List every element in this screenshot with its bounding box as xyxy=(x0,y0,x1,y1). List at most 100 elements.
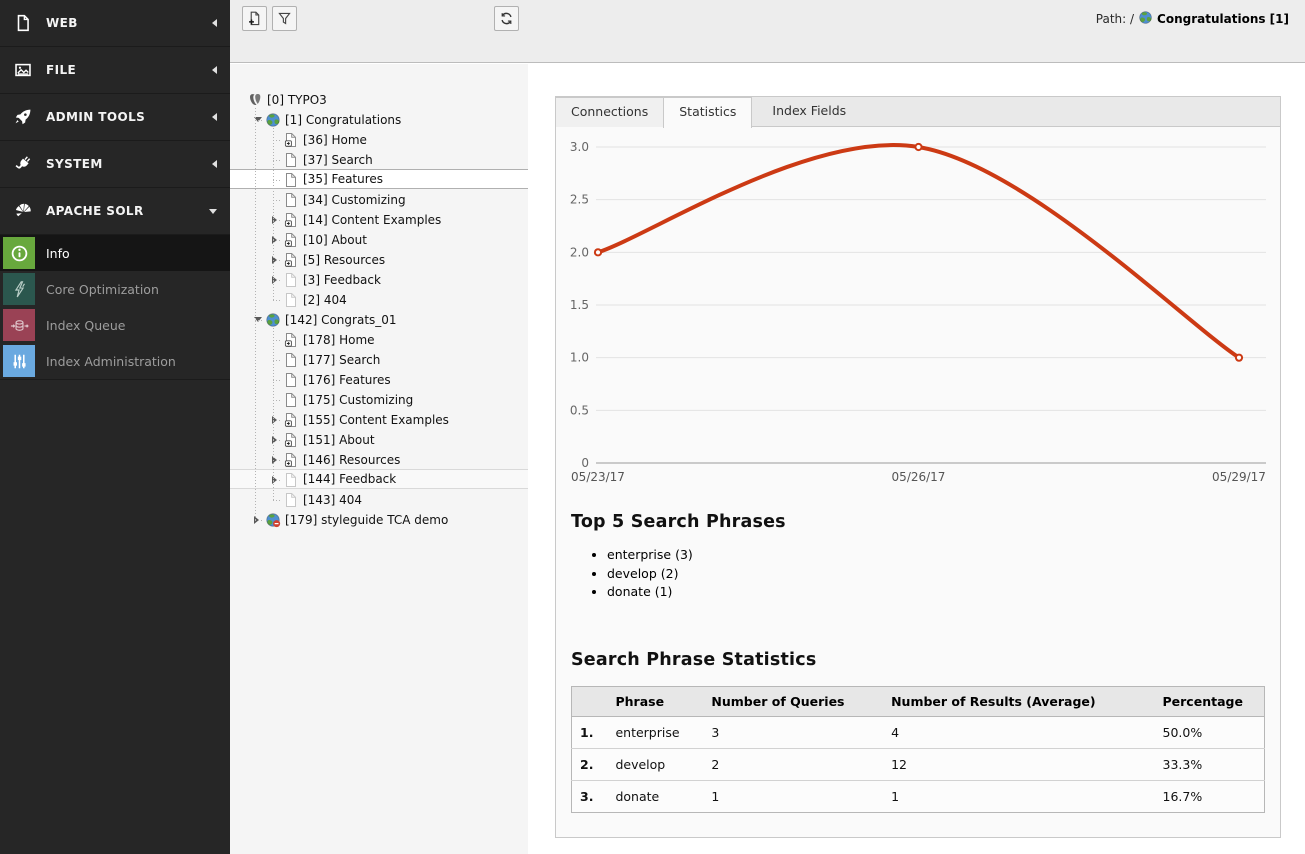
tree-node[interactable]: [175] Customizing xyxy=(230,390,528,410)
tree-node[interactable]: [142] Congrats_01 xyxy=(230,310,528,330)
tree-line xyxy=(273,360,281,361)
index-administration-module-icon xyxy=(3,345,35,377)
shortcut-icon xyxy=(283,252,299,268)
svg-text:1.5: 1.5 xyxy=(570,298,589,312)
module-label: FILE xyxy=(46,63,77,77)
content-area: Connections Statistics Index Fields 0 0.5 1.… xyxy=(528,64,1305,854)
cell-rank: 3. xyxy=(571,780,608,813)
new-page-icon xyxy=(247,11,262,26)
submodule-index-administration[interactable]: Index Administration xyxy=(0,343,230,379)
cell-results: 12 xyxy=(883,748,1155,781)
collapse-toggle-icon[interactable] xyxy=(254,317,262,322)
phrase-list-item: develop (2) xyxy=(607,565,693,584)
tree-node[interactable]: [35] Features xyxy=(230,169,528,189)
module-admin-tools[interactable]: ADMIN TOOLS xyxy=(0,94,230,141)
cell-results: 4 xyxy=(891,725,900,740)
tree-node[interactable]: [178] Home xyxy=(230,330,528,350)
filter-icon xyxy=(277,11,292,26)
tree-line xyxy=(273,140,281,141)
cell-queries: 1 xyxy=(703,780,884,813)
filter-button[interactable] xyxy=(272,6,297,31)
tree-node[interactable]: [1] Congratulations xyxy=(230,110,528,130)
tree-node[interactable]: [144] Feedback xyxy=(230,469,528,489)
tree-line xyxy=(273,220,281,221)
sliders-icon xyxy=(10,352,29,371)
tree-node[interactable]: [176] Features xyxy=(230,370,528,390)
module-web[interactable]: WEB xyxy=(0,0,230,47)
column-header: Number of Results (Average) xyxy=(883,686,1155,717)
tree-node[interactable]: [151] About xyxy=(230,430,528,450)
tree-line xyxy=(273,240,281,241)
refresh-button[interactable] xyxy=(494,6,519,31)
svg-text:0.5: 0.5 xyxy=(570,403,589,417)
tree-line xyxy=(273,128,274,300)
tree-line xyxy=(255,520,263,521)
tree-node[interactable]: [37] Search xyxy=(230,150,528,170)
tree-node[interactable]: [14] Content Examples xyxy=(230,210,528,230)
page-dim-icon xyxy=(283,492,299,508)
svg-text:2.0: 2.0 xyxy=(570,245,589,259)
tree-node[interactable]: [179] styleguide TCA demo xyxy=(230,510,528,530)
tree-line xyxy=(273,180,281,181)
svg-text:2.5: 2.5 xyxy=(570,193,589,207)
top-phrases-title: Top 5 Search Phrases xyxy=(571,512,786,532)
queue-icon xyxy=(10,316,29,335)
tab-statistics[interactable]: Statistics xyxy=(663,97,753,128)
module-label: WEB xyxy=(46,16,78,30)
top-phrases-list: enterprise (3)develop (2)donate (1) xyxy=(571,546,693,602)
submodule-label: Core Optimization xyxy=(46,281,159,297)
site-icon xyxy=(265,312,281,328)
tree-node[interactable]: [143] 404 xyxy=(230,490,528,510)
submodule-index-queue[interactable]: Index Queue xyxy=(0,307,230,343)
tree-node[interactable]: [34] Customizing xyxy=(230,190,528,210)
tree-node-label: [177] Search xyxy=(303,353,381,367)
submodule-label: Index Queue xyxy=(46,317,126,333)
tree-node[interactable]: [36] Home xyxy=(230,130,528,150)
cell-rank: 1. xyxy=(580,725,594,740)
submodule-info[interactable]: Info xyxy=(0,235,230,271)
tree-node[interactable]: [177] Search xyxy=(230,350,528,370)
phrase-stats-title: Search Phrase Statistics xyxy=(571,650,817,670)
tree-line xyxy=(273,300,281,301)
module-file[interactable]: FILE xyxy=(0,47,230,94)
module-label: SYSTEM xyxy=(46,157,103,171)
page-dim-icon xyxy=(283,472,299,488)
page-dim-icon xyxy=(283,292,299,308)
cell-queries: 3 xyxy=(711,725,720,740)
tab-index-fields[interactable]: Index Fields xyxy=(772,103,847,118)
svg-text:05/26/17: 05/26/17 xyxy=(892,470,946,484)
tree-node-label: [144] Feedback xyxy=(303,472,397,486)
column-header: Phrase xyxy=(607,686,704,717)
column-header: Percentage xyxy=(1154,686,1265,717)
svg-text:0: 0 xyxy=(581,456,589,470)
doc-icon xyxy=(14,14,32,32)
tree-node-label: [1] Congratulations xyxy=(285,113,402,127)
site-hidden-icon xyxy=(265,512,281,528)
collapse-toggle-icon[interactable] xyxy=(254,117,262,122)
tree-node[interactable]: [155] Content Examples xyxy=(230,410,528,430)
chevron-left-icon xyxy=(212,113,217,121)
tab-connections[interactable]: Connections xyxy=(556,97,665,127)
column-header: Number of Queries xyxy=(703,686,884,717)
module-apache-solr[interactable]: APACHE SOLR xyxy=(0,188,230,235)
tree-node[interactable]: [0] TYPO3 xyxy=(230,90,528,110)
module-label: ADMIN TOOLS xyxy=(46,110,146,124)
tree-node-label: [14] Content Examples xyxy=(303,213,442,227)
tree-node-label: [0] TYPO3 xyxy=(267,93,327,107)
submodule-group: Info Core Optimization Index Queue Index Ad… xyxy=(0,235,230,380)
page-icon xyxy=(283,172,299,188)
submodule-core-optimization[interactable]: Core Optimization xyxy=(0,271,230,307)
page-dim-icon xyxy=(283,272,299,288)
cell-results: 1 xyxy=(883,780,1155,813)
tree-node[interactable]: [2] 404 xyxy=(230,290,528,310)
tree-line xyxy=(273,480,281,481)
cell-rank: 2. xyxy=(571,748,608,781)
new-page-button[interactable] xyxy=(242,6,267,31)
tree-line xyxy=(273,460,281,461)
solr-info-panel: Connections Statistics Index Fields 0 0.5 1.… xyxy=(555,96,1281,838)
module-system[interactable]: SYSTEM xyxy=(0,141,230,188)
info-module-icon xyxy=(3,237,35,269)
site-icon xyxy=(265,112,281,128)
breadcrumb-page: Congratulations [1] xyxy=(1157,11,1289,26)
tree-line xyxy=(255,320,263,321)
